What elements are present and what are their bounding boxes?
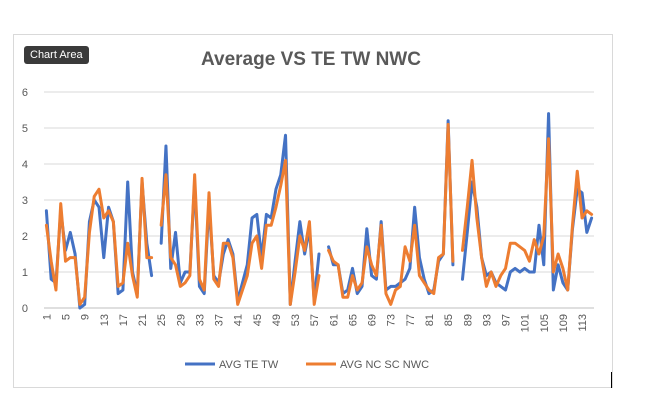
y-tick-label: 4 xyxy=(22,159,28,171)
x-tick-label: 61 xyxy=(328,314,340,326)
x-tick-label: 85 xyxy=(443,314,455,326)
x-tick-label: 77 xyxy=(405,314,417,326)
chart-title: Average VS TE TW NWC xyxy=(201,49,421,70)
x-tick-label: 53 xyxy=(290,314,302,326)
x-tick-label: 57 xyxy=(309,314,321,326)
y-tick-label: 5 xyxy=(22,123,28,135)
x-tick-label: 21 xyxy=(137,314,149,326)
x-tick-label: 9 xyxy=(80,314,92,320)
x-tick-label: 65 xyxy=(347,314,359,326)
y-tick-label: 0 xyxy=(22,303,28,315)
x-tick-label: 37 xyxy=(214,314,226,326)
y-tick-label: 1 xyxy=(22,267,28,279)
y-tick-label: 6 xyxy=(22,87,28,99)
text-cursor xyxy=(611,372,612,388)
series-line-avg-te-tw xyxy=(44,112,594,310)
chart-area-tooltip: Chart Area xyxy=(24,46,89,64)
y-tick-label: 2 xyxy=(22,231,28,243)
x-tick-label: 109 xyxy=(558,314,570,332)
x-tick-label: 5 xyxy=(61,314,73,320)
x-tick-label: 49 xyxy=(271,314,283,326)
x-tick-label: 41 xyxy=(233,314,245,326)
x-tick-label: 29 xyxy=(175,314,187,326)
x-tick-label: 105 xyxy=(539,314,551,332)
x-tick-label: 97 xyxy=(501,314,513,326)
legend-label: AVG NC SC NWC xyxy=(340,359,429,371)
legend-label: AVG TE TW xyxy=(219,359,279,371)
x-tick-label: 1 xyxy=(41,314,53,320)
series-line-avg-nc-sc-nwc xyxy=(44,122,594,306)
x-tick-label: 13 xyxy=(99,314,111,326)
chart-area[interactable] xyxy=(13,34,613,388)
x-tick-label: 33 xyxy=(194,314,206,326)
x-tick-label: 45 xyxy=(252,314,264,326)
x-tick-label: 101 xyxy=(520,314,532,332)
x-tick-label: 113 xyxy=(577,314,589,332)
y-tick-label: 3 xyxy=(22,195,28,207)
x-tick-label: 69 xyxy=(367,314,379,326)
x-tick-label: 17 xyxy=(118,314,130,326)
x-tick-label: 93 xyxy=(481,314,493,326)
x-tick-label: 73 xyxy=(386,314,398,326)
x-tick-label: 25 xyxy=(156,314,168,326)
x-tick-label: 81 xyxy=(424,314,436,326)
x-tick-label: 89 xyxy=(462,314,474,326)
